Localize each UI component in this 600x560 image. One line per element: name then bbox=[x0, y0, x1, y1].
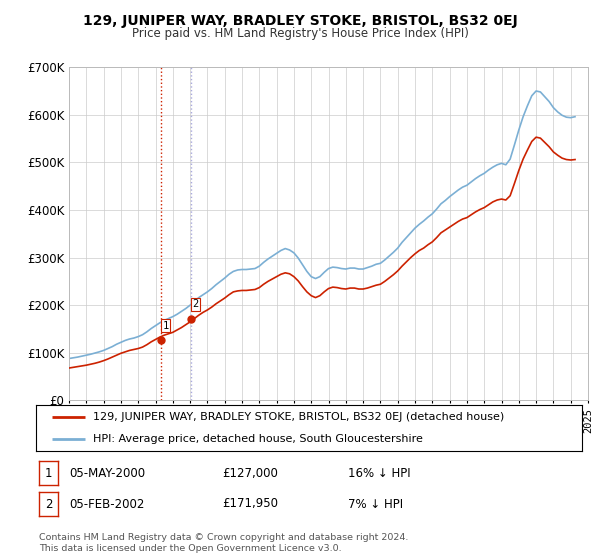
Text: Contains HM Land Registry data © Crown copyright and database right 2024.
This d: Contains HM Land Registry data © Crown c… bbox=[39, 533, 409, 553]
Text: 129, JUNIPER WAY, BRADLEY STOKE, BRISTOL, BS32 0EJ (detached house): 129, JUNIPER WAY, BRADLEY STOKE, BRISTOL… bbox=[94, 412, 505, 422]
Text: 2: 2 bbox=[45, 497, 52, 511]
Text: 2: 2 bbox=[193, 299, 199, 309]
Text: £127,000: £127,000 bbox=[222, 466, 278, 480]
Text: 129, JUNIPER WAY, BRADLEY STOKE, BRISTOL, BS32 0EJ: 129, JUNIPER WAY, BRADLEY STOKE, BRISTOL… bbox=[83, 14, 517, 28]
Text: 1: 1 bbox=[163, 321, 169, 330]
Text: 1: 1 bbox=[45, 466, 52, 480]
Text: £171,950: £171,950 bbox=[222, 497, 278, 511]
Text: 7% ↓ HPI: 7% ↓ HPI bbox=[348, 497, 403, 511]
Text: 05-MAY-2000: 05-MAY-2000 bbox=[69, 466, 145, 480]
Text: 05-FEB-2002: 05-FEB-2002 bbox=[69, 497, 145, 511]
Text: HPI: Average price, detached house, South Gloucestershire: HPI: Average price, detached house, Sout… bbox=[94, 435, 423, 444]
Text: 16% ↓ HPI: 16% ↓ HPI bbox=[348, 466, 410, 480]
Text: Price paid vs. HM Land Registry's House Price Index (HPI): Price paid vs. HM Land Registry's House … bbox=[131, 27, 469, 40]
